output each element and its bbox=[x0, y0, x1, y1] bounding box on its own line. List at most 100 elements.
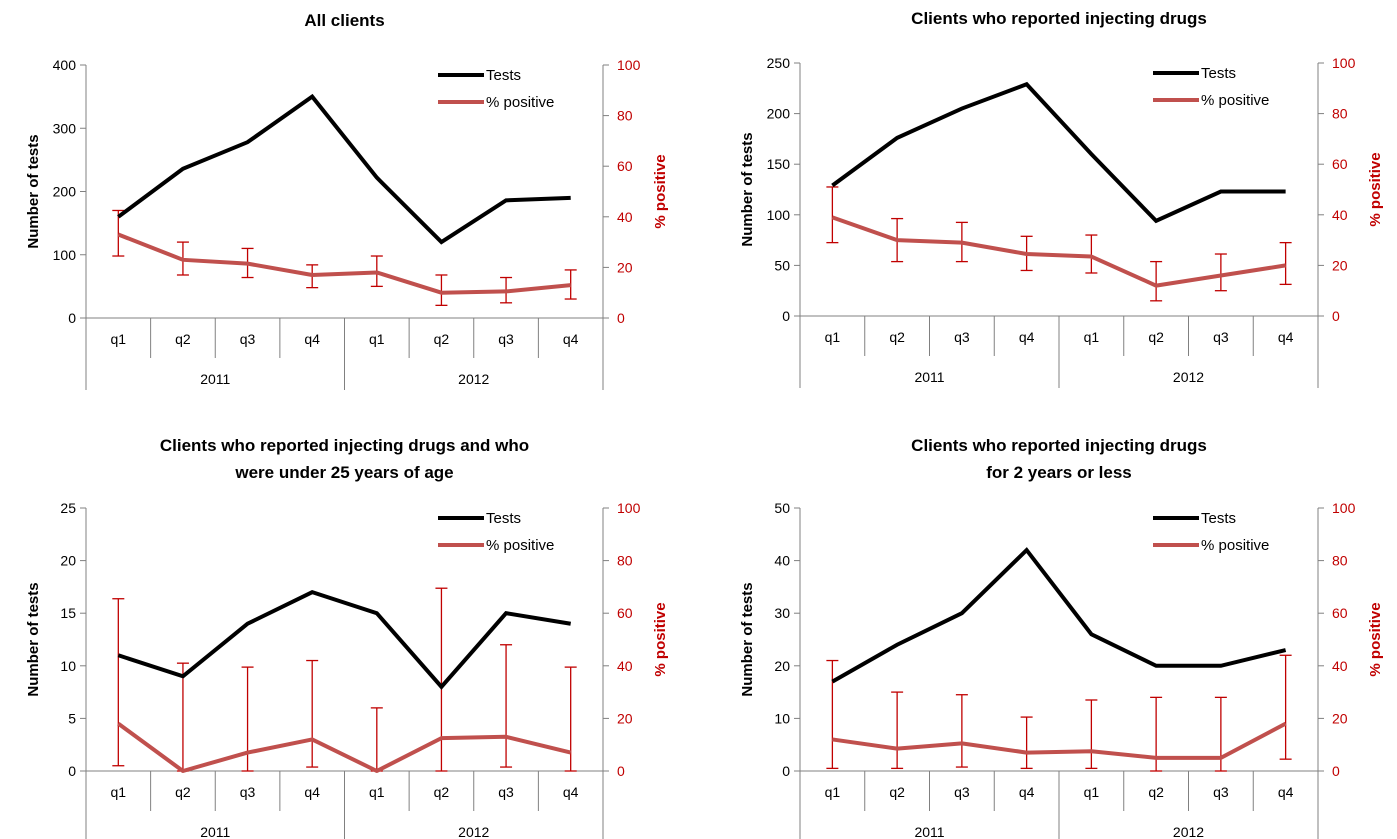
y-tick-label-left: 30 bbox=[774, 605, 790, 621]
x-tick-label: q2 bbox=[434, 784, 450, 800]
y-axis-label-left: Number of tests bbox=[739, 132, 756, 246]
x-tick-label: q2 bbox=[889, 784, 905, 800]
y-tick-label-right: 0 bbox=[1332, 763, 1340, 779]
y-tick-label-right: 100 bbox=[617, 500, 641, 516]
legend-label-positive: % positive bbox=[486, 537, 554, 554]
error-bar bbox=[564, 666, 577, 772]
error-bar bbox=[1214, 253, 1227, 292]
y-tick-label-right: 0 bbox=[1332, 308, 1340, 324]
y-tick-label-right: 80 bbox=[1332, 553, 1348, 569]
error-bar bbox=[891, 691, 904, 770]
error-bar bbox=[1214, 696, 1227, 772]
chart-title: Clients who reported injecting drugs and… bbox=[160, 436, 529, 455]
y-tick-label-right: 40 bbox=[617, 209, 633, 225]
x-tick-label: q4 bbox=[304, 331, 320, 347]
chart-panel-3: Clients who reported injecting drugs and… bbox=[25, 436, 669, 839]
x-tick-label: q4 bbox=[563, 331, 579, 347]
x-tick-label: q4 bbox=[304, 784, 320, 800]
error-bar bbox=[564, 269, 577, 300]
legend-label-tests: Tests bbox=[486, 67, 521, 84]
x-tick-label: q2 bbox=[1148, 329, 1164, 345]
legend: Tests % positive bbox=[438, 67, 554, 111]
error-bar bbox=[435, 274, 448, 307]
x-tick-label: q4 bbox=[1278, 329, 1294, 345]
y-tick-label-right: 60 bbox=[1332, 156, 1348, 172]
error-bar bbox=[955, 694, 968, 768]
legend-label-tests: Tests bbox=[486, 510, 521, 527]
y-tick-label-left: 0 bbox=[782, 763, 790, 779]
y-tick-label-left: 15 bbox=[60, 605, 76, 621]
legend-label-positive: % positive bbox=[486, 94, 554, 111]
y-tick-label-left: 200 bbox=[767, 106, 791, 122]
x-tick-label: q3 bbox=[498, 331, 514, 347]
x-tick-label: q3 bbox=[240, 331, 256, 347]
x-tick-label: q2 bbox=[889, 329, 905, 345]
error-bar bbox=[1020, 716, 1033, 770]
chart-panel-2: Clients who reported injecting drugs 0 50 1… bbox=[739, 9, 1384, 388]
y-tick-label-left: 300 bbox=[53, 120, 77, 136]
x-group-label: 2011 bbox=[200, 824, 230, 839]
series-line-positive bbox=[831, 215, 1286, 288]
x-tick-label: q3 bbox=[240, 784, 256, 800]
series-line-positive bbox=[117, 232, 571, 295]
error-bar bbox=[826, 186, 839, 244]
y-tick-label-right: 40 bbox=[1332, 658, 1348, 674]
x-tick-label: q1 bbox=[111, 784, 127, 800]
error-bar bbox=[1085, 234, 1098, 274]
error-bar bbox=[112, 598, 125, 767]
series-line-positive bbox=[832, 721, 1287, 760]
y-tick-label-right: 0 bbox=[617, 763, 625, 779]
error-bar bbox=[1085, 699, 1098, 770]
x-tick-label: q4 bbox=[1019, 329, 1035, 345]
y-tick-label-right: 100 bbox=[1332, 500, 1356, 516]
y-axis-label-right: % positive bbox=[1367, 602, 1384, 676]
y-tick-label-left: 10 bbox=[60, 658, 76, 674]
y-tick-label-right: 60 bbox=[1332, 605, 1348, 621]
x-tick-label: q2 bbox=[175, 331, 191, 347]
x-tick-label: q4 bbox=[1278, 784, 1294, 800]
y-tick-label-left: 10 bbox=[774, 710, 790, 726]
chart-title: All clients bbox=[304, 11, 384, 30]
legend-label-positive: % positive bbox=[1201, 92, 1269, 109]
y-tick-label-left: 5 bbox=[68, 710, 76, 726]
x-tick-label: q3 bbox=[954, 784, 970, 800]
y-tick-label-right: 20 bbox=[617, 710, 633, 726]
y-tick-label-right: 80 bbox=[617, 108, 633, 124]
error-bar bbox=[500, 644, 513, 768]
y-tick-label-left: 100 bbox=[53, 247, 77, 263]
legend-label-tests: Tests bbox=[1201, 65, 1236, 82]
x-tick-label: q1 bbox=[1084, 329, 1100, 345]
series-line-positive bbox=[117, 722, 572, 773]
x-tick-label: q3 bbox=[498, 784, 514, 800]
x-group-label: 2011 bbox=[914, 369, 944, 385]
series-line-tests bbox=[831, 547, 1287, 684]
error-bar bbox=[370, 707, 383, 772]
series-line-tests bbox=[117, 590, 572, 690]
legend: Tests % positive bbox=[1153, 510, 1269, 554]
y-axis-label-right: % positive bbox=[1367, 152, 1384, 226]
chart-title: Clients who reported injecting drugs bbox=[911, 9, 1207, 28]
x-tick-label: q4 bbox=[1019, 784, 1035, 800]
y-tick-label-left: 200 bbox=[53, 184, 77, 200]
x-tick-label: q2 bbox=[175, 784, 191, 800]
legend-label-tests: Tests bbox=[1201, 510, 1236, 527]
x-tick-label: q1 bbox=[111, 331, 127, 347]
x-group-label: 2012 bbox=[458, 371, 489, 387]
y-tick-label-right: 80 bbox=[1332, 106, 1348, 122]
y-tick-label-right: 20 bbox=[617, 259, 633, 275]
y-tick-label-right: 60 bbox=[617, 605, 633, 621]
chart-title: Clients who reported injecting drugs bbox=[911, 436, 1207, 455]
x-group-label: 2011 bbox=[200, 371, 230, 387]
x-group-label: 2011 bbox=[914, 824, 944, 839]
chart-panel-4: Clients who reported injecting drugs for … bbox=[739, 436, 1384, 839]
y-tick-label-left: 20 bbox=[60, 553, 76, 569]
y-axis-label-left: Number of tests bbox=[25, 582, 42, 696]
x-tick-label: q3 bbox=[954, 329, 970, 345]
y-tick-label-right: 80 bbox=[617, 553, 633, 569]
y-tick-label-right: 40 bbox=[617, 658, 633, 674]
y-tick-label-left: 0 bbox=[782, 308, 790, 324]
x-tick-label: q3 bbox=[1213, 784, 1229, 800]
x-tick-label: q1 bbox=[369, 331, 385, 347]
x-tick-label: q1 bbox=[825, 329, 841, 345]
